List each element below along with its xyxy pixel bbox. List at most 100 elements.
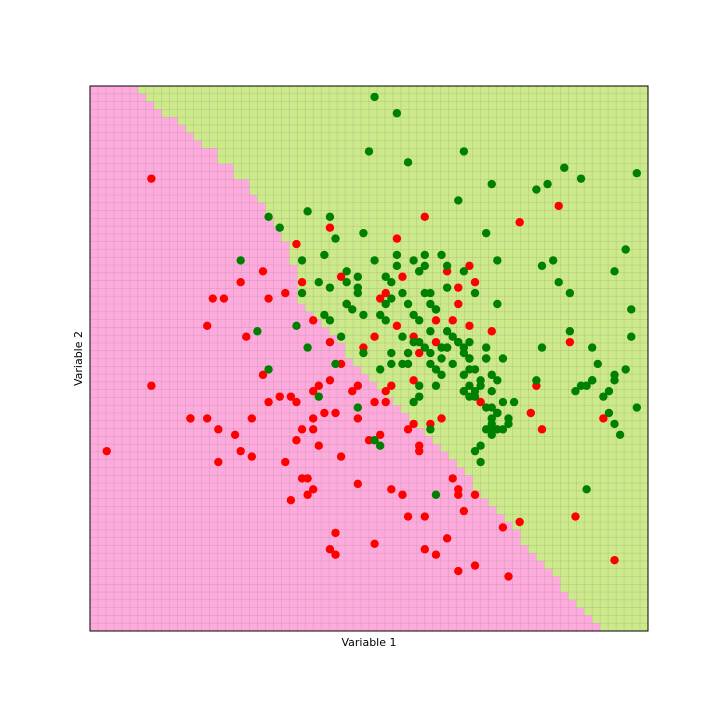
green-point [442,261,452,271]
red-point [431,550,441,559]
green-point [604,408,614,418]
green-point [375,365,385,374]
green-point [325,316,335,325]
green-point [348,305,357,314]
green-point [370,256,379,265]
green-point [465,337,474,347]
red-point [459,506,469,516]
green-point [493,425,502,434]
red-point [420,212,429,221]
green-point [498,354,508,363]
x-axis-label: Variable 1 [341,636,396,649]
green-point [387,278,396,287]
green-point [275,223,284,232]
red-point [375,294,385,303]
green-point [493,256,502,265]
y-axis-label: Variable 2 [72,331,85,386]
red-point [571,512,580,521]
green-point [537,343,547,352]
green-point [498,397,508,407]
green-point [470,387,480,396]
green-point [403,299,413,309]
green-point [454,196,463,205]
green-point [610,267,619,276]
red-point [353,414,363,423]
red-point [264,294,273,303]
green-point [253,327,262,336]
scatter-points [102,92,642,581]
green-point [342,278,351,287]
green-point [465,381,474,390]
green-point [431,305,441,314]
green-point [487,370,496,380]
green-point [481,425,491,434]
green-point [615,430,625,439]
green-point [621,365,630,374]
red-point [292,436,301,445]
red-point [286,392,296,401]
red-point [247,414,257,423]
green-point [370,436,379,445]
green-point [426,359,435,369]
green-point [359,228,368,238]
green-point [264,212,273,221]
green-point [409,397,418,407]
red-point [286,496,296,505]
red-point [437,414,446,423]
red-point [292,397,301,407]
green-point [292,321,301,330]
red-point [554,201,563,211]
green-point [420,261,429,271]
red-point [610,555,619,565]
green-point [370,92,379,102]
red-point [325,223,335,232]
green-point [426,425,435,434]
red-point [353,479,363,489]
red-point [214,457,223,467]
green-point [320,310,329,320]
red-point [202,321,212,330]
green-point [342,299,351,309]
red-point [465,261,474,271]
red-point [102,446,111,456]
red-point [297,278,307,287]
green-point [325,212,335,221]
green-point [303,343,312,352]
green-point [403,158,413,167]
green-point [375,441,385,450]
green-point [537,261,547,271]
green-point [353,272,363,281]
green-point [627,332,636,341]
green-point [470,288,480,298]
red-point [476,397,485,407]
red-point [309,485,318,494]
green-point [236,256,245,265]
red-point [448,474,457,483]
green-point [342,267,351,276]
green-point [454,337,463,347]
red-point [454,283,463,292]
red-point [331,408,340,418]
green-point [576,174,586,183]
red-point [186,414,195,423]
red-point [242,332,251,341]
red-point [314,441,323,450]
green-point [504,419,513,429]
green-point [493,376,502,385]
red-point [470,561,480,570]
green-point [314,278,323,287]
green-point [588,376,597,385]
green-point [359,348,368,358]
green-point [403,348,413,358]
green-point [459,370,469,380]
red-point [309,387,318,396]
green-point [481,354,491,363]
green-point [392,261,402,271]
red-point [504,572,513,581]
red-point [325,376,335,385]
red-point [208,294,217,303]
red-point [275,392,284,401]
green-point [431,381,441,390]
green-point [493,408,502,418]
green-point [571,387,580,396]
